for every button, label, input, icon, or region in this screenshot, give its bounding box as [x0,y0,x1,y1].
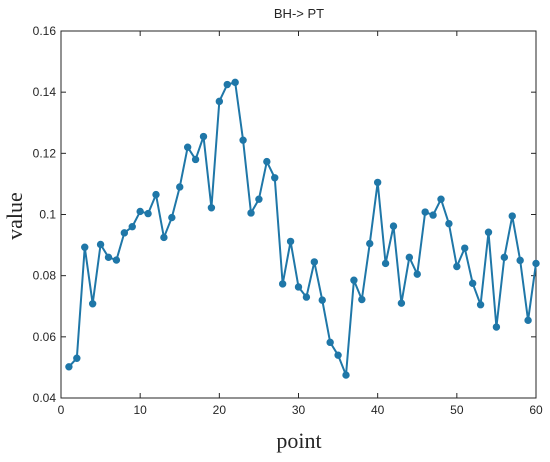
data-point [468,279,477,288]
data-point [524,316,532,325]
data-point [255,195,263,203]
plot-box [60,30,537,399]
data-point [286,237,295,246]
data-point [207,204,216,212]
data-point [302,293,311,301]
data-point [73,354,81,362]
y-tick-label: 0.12 [33,146,57,160]
data-point [231,78,239,87]
chart-title: BH-> PT [274,6,324,21]
data-point [65,363,73,371]
data-point [176,183,184,191]
x-tick-label: 40 [371,403,385,417]
data-point [413,270,421,278]
y-tick-label: 0.1 [39,208,56,222]
x-tick-label: 0 [58,403,65,417]
data-point [104,253,113,262]
data-point [476,301,485,309]
x-tick-label: 10 [133,403,147,417]
data-point [239,136,247,144]
data-point [294,283,303,291]
data-point [199,132,208,141]
data-point [128,223,136,231]
data-point [500,253,509,262]
data-point [223,80,231,89]
data-point [461,244,469,252]
x-tick-label: 60 [529,403,543,417]
data-point [437,195,445,203]
data-point [168,213,176,222]
data-point [508,212,516,220]
data-point [381,259,390,268]
y-tick-label: 0.04 [33,391,57,405]
data-point [350,276,358,284]
data-point [191,155,200,164]
data-point [366,239,374,248]
y-tick-label: 0.14 [33,85,57,99]
data-point [516,256,524,265]
data-point [429,211,437,219]
x-tick-label: 30 [292,403,306,417]
x-tick-label: 20 [213,403,227,417]
data-point [373,178,382,187]
data-point [445,219,453,228]
data-point [263,157,271,166]
x-axis-label: point [276,428,321,453]
data-point [120,229,129,237]
x-tick-label: 50 [450,403,464,417]
data-point [389,222,398,230]
data-point [334,351,342,359]
data-point [405,253,414,262]
y-tick-label: 0.06 [33,330,57,344]
series-line [68,81,537,377]
data-point [453,262,461,271]
data-point [492,323,501,331]
data-point [136,207,144,216]
data-point [397,299,406,307]
data-point [81,243,89,251]
data-point [278,280,287,288]
data-point [183,143,192,151]
data-point [421,208,429,216]
data-point [247,209,255,217]
plot-area: 0 10 20 30 40 50 60 0.04 0.06 0.08 0.1 0.12 0.14 0.16 [33,24,543,417]
data-point [310,258,319,266]
data-point [532,259,540,268]
data-point [358,295,366,304]
data-point [326,338,334,347]
data-point [96,240,105,249]
data-point [342,371,350,379]
y-axis-label: value [2,192,27,240]
data-point [215,97,224,106]
y-tick-label: 0.16 [33,24,57,38]
y-tick-label: 0.08 [33,269,57,283]
data-point [144,209,152,218]
data-point [152,190,160,199]
data-point [271,174,279,182]
data-point [318,296,326,304]
data-point [484,228,493,236]
data-point [160,233,168,242]
data-point [112,256,121,264]
data-point [88,300,97,308]
